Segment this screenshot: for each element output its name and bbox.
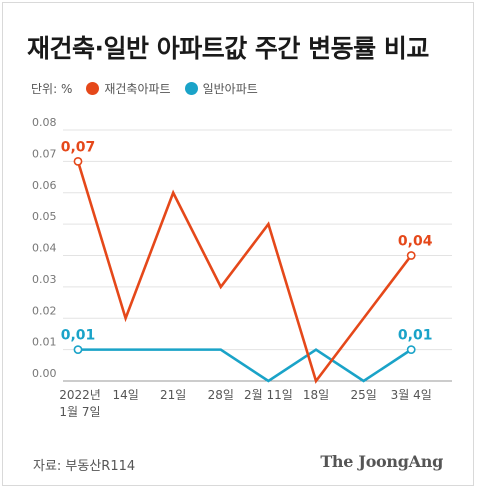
data-label: 0,07 — [61, 139, 96, 155]
x-tick-label: 28일 — [208, 388, 234, 402]
data-label: 0,01 — [61, 328, 96, 344]
chart-card: 재건축·일반 아파트값 주간 변동률 비교 단위: % 재건축아파트 일반아파트… — [2, 2, 474, 486]
y-tick-label: 0.08 — [32, 116, 57, 129]
y-tick-label: 0.03 — [32, 273, 57, 286]
chart-title: 재건축·일반 아파트값 주간 변동률 비교 — [27, 34, 429, 63]
x-tick-label: 14일 — [112, 388, 138, 402]
y-tick-label: 0.07 — [32, 147, 57, 160]
brand-logo: The JoongAng — [320, 452, 443, 471]
data-point-marker — [73, 345, 83, 355]
y-tick-label: 0.02 — [32, 304, 57, 317]
legend-label-series2: 일반아파트 — [202, 81, 258, 96]
y-tick-label: 0.06 — [32, 179, 57, 192]
series-line-1 — [76, 160, 413, 384]
y-tick-label: 0.04 — [32, 242, 57, 255]
y-tick-label: 0.05 — [32, 210, 57, 223]
x-tick-label: 2월 11일 — [244, 388, 293, 402]
data-label: 0,04 — [398, 234, 433, 250]
x-tick-label: 3월 4일 — [391, 388, 432, 402]
legend: 단위: % 재건축아파트 일반아파트 — [31, 78, 272, 98]
y-tick-label: 0.01 — [32, 336, 57, 349]
data-label: 0,01 — [398, 328, 433, 344]
legend-item-series2: 일반아파트 — [184, 80, 258, 97]
legend-label-series1: 재건축아파트 — [104, 81, 171, 96]
unit-label: 단위: % — [31, 81, 73, 96]
source-note: 자료: 부동산R114 — [33, 459, 136, 474]
x-tick-label: 21일 — [160, 388, 186, 402]
legend-item-series1: 재건축아파트 — [86, 80, 171, 97]
legend-dot-series1 — [86, 81, 100, 95]
series-line-2 — [78, 348, 412, 383]
x-tick-label: 18일 — [303, 388, 329, 402]
legend-dot-series2 — [184, 81, 198, 95]
x-tick-label: 25일 — [350, 388, 376, 402]
data-point-marker — [73, 156, 83, 166]
data-point-marker — [406, 345, 416, 355]
data-point-marker — [406, 251, 416, 260]
y-tick-label: 0.00 — [32, 367, 57, 380]
x-tick-label: 2022년 1월 7일 — [59, 388, 101, 419]
